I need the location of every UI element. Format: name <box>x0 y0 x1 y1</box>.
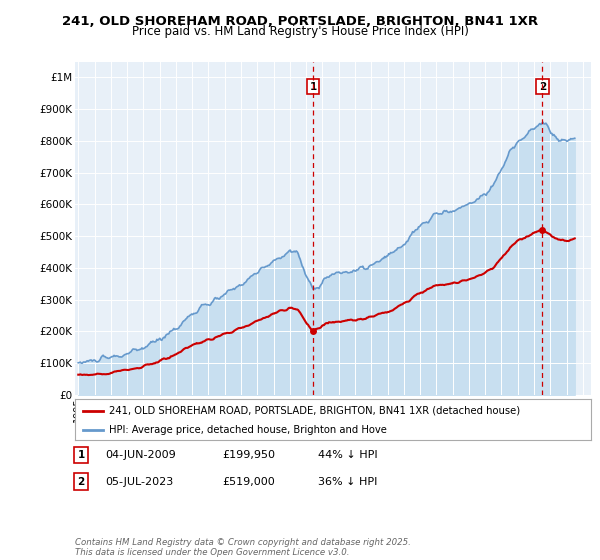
Text: 44% ↓ HPI: 44% ↓ HPI <box>318 450 377 460</box>
Text: Contains HM Land Registry data © Crown copyright and database right 2025.
This d: Contains HM Land Registry data © Crown c… <box>75 538 411 557</box>
Text: 04-JUN-2009: 04-JUN-2009 <box>105 450 176 460</box>
Text: £519,000: £519,000 <box>222 477 275 487</box>
Text: 2: 2 <box>77 477 85 487</box>
Text: 2: 2 <box>539 82 546 92</box>
Text: Price paid vs. HM Land Registry's House Price Index (HPI): Price paid vs. HM Land Registry's House … <box>131 25 469 38</box>
Text: 05-JUL-2023: 05-JUL-2023 <box>105 477 173 487</box>
Text: 241, OLD SHOREHAM ROAD, PORTSLADE, BRIGHTON, BN41 1XR: 241, OLD SHOREHAM ROAD, PORTSLADE, BRIGH… <box>62 15 538 28</box>
Text: 36% ↓ HPI: 36% ↓ HPI <box>318 477 377 487</box>
Text: £199,950: £199,950 <box>222 450 275 460</box>
Text: 241, OLD SHOREHAM ROAD, PORTSLADE, BRIGHTON, BN41 1XR (detached house): 241, OLD SHOREHAM ROAD, PORTSLADE, BRIGH… <box>109 405 520 416</box>
Text: 1: 1 <box>77 450 85 460</box>
Text: 1: 1 <box>310 82 317 92</box>
Text: HPI: Average price, detached house, Brighton and Hove: HPI: Average price, detached house, Brig… <box>109 424 386 435</box>
